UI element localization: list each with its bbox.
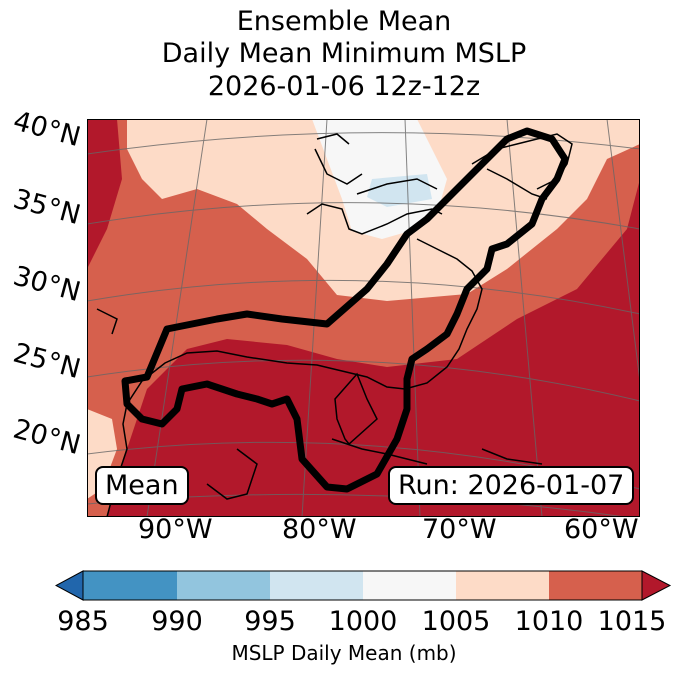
graticule <box>87 119 640 517</box>
colorbar-extend-low <box>55 570 84 601</box>
colorbar-tick-1015: 1015 <box>597 606 667 637</box>
ensemble-mean-contour <box>121 127 569 493</box>
colorbar-tick-985: 985 <box>57 606 109 637</box>
mean-label-box: Mean <box>95 466 189 505</box>
field-995 <box>367 174 432 207</box>
colorbar-seg-985-990 <box>83 571 177 600</box>
colorbar-seg-1000-1005 <box>363 571 456 600</box>
title-line-1: Ensemble Mean <box>236 6 452 37</box>
title-line-2: Daily Mean Minimum MSLP <box>161 38 527 69</box>
lon-label-60: 60°W <box>564 514 639 545</box>
lon-label-70: 70°W <box>422 514 497 545</box>
colorbar-extend-high <box>641 570 672 601</box>
coastlines <box>96 133 588 517</box>
lat-label-30: 30°N <box>9 260 84 309</box>
colorbar <box>55 570 672 601</box>
colorbar-seg-990-995 <box>177 571 270 600</box>
colorbar-label: MSLP Daily Mean (mb) <box>231 641 457 665</box>
lon-label-80: 80°W <box>282 514 357 545</box>
colorbar-tick-1000: 1000 <box>328 606 398 637</box>
lat-label-35: 35°N <box>9 183 84 232</box>
map-panel <box>87 119 640 517</box>
title-line-3: 2026-01-06 12z-12z <box>207 71 481 102</box>
colorbar-tick-1010: 1010 <box>514 606 584 637</box>
lon-label-90: 90°W <box>138 514 213 545</box>
colorbar-seg-1005-1010 <box>456 571 549 600</box>
colorbar-tick-1005: 1005 <box>421 606 491 637</box>
run-label-box: Run: 2026-01-07 <box>388 466 635 505</box>
lat-label-25: 25°N <box>9 337 84 386</box>
colorbar-tick-990: 990 <box>151 606 203 637</box>
colorbar-seg-1010-1015 <box>549 571 642 600</box>
colorbar-tick-995: 995 <box>244 606 296 637</box>
field-1005-west <box>87 409 117 499</box>
colorbar-seg-995-1000 <box>270 571 363 600</box>
lat-label-20: 20°N <box>9 413 84 462</box>
lat-label-40: 40°N <box>9 105 84 154</box>
